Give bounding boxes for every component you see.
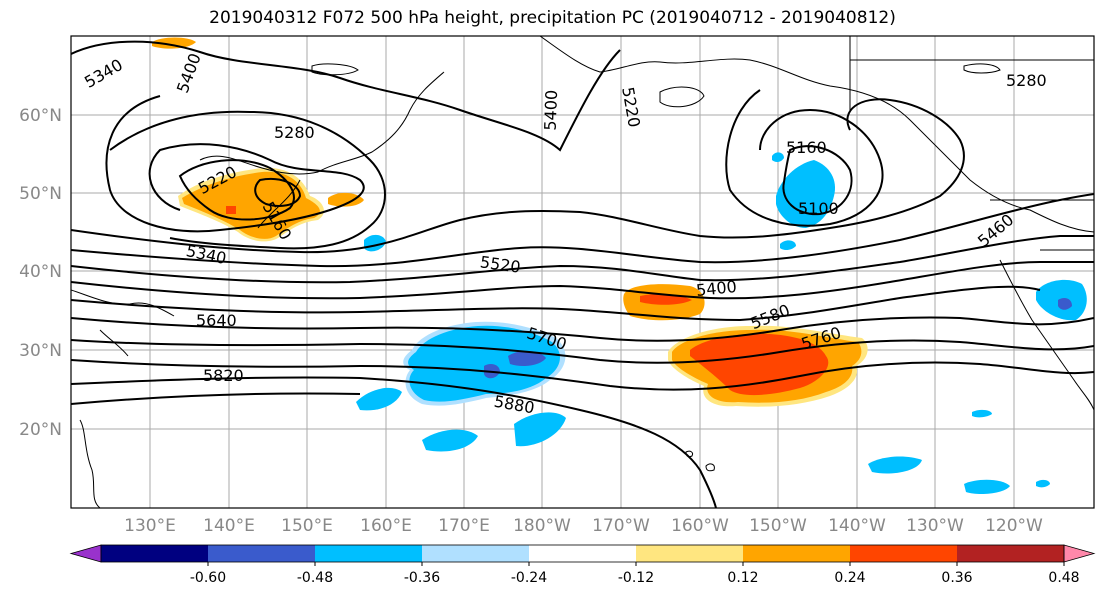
contour-label: 5640 [196,311,237,330]
lon-label: 130°W [906,516,964,536]
precip-negative-areas [356,152,1087,494]
lon-label: 150°W [749,516,807,536]
colorbar-bin [529,545,637,562]
longitude-labels: 130°E 140°E 150°E 160°E 170°E 180°W 170°… [124,516,1043,536]
graticule [71,36,1094,508]
lon-label: 170°E [438,516,490,536]
lat-label: 60°N [19,106,62,126]
lat-label: 40°N [19,262,62,282]
colorbar-bin [315,545,423,562]
colorbar-extend-low [69,544,102,563]
lon-label: 130°E [124,516,176,536]
colorbar-tick-label: 0.24 [834,570,865,586]
contour-label: 5280 [274,123,315,142]
colorbar-tick-label: -0.24 [511,570,547,586]
colorbar-bin [850,545,958,562]
lat-label: 20°N [19,420,62,440]
colorbar-tick-label: -0.48 [297,570,333,586]
contour-label: 5400 [695,277,737,300]
contour-label: 5160 [786,138,827,157]
lon-label: 160°E [360,516,412,536]
contour-label: 5280 [1006,71,1047,90]
lat-label: 30°N [19,341,62,361]
map-title: 2019040312 F072 500 hPa height, precipit… [209,8,896,28]
colorbar-bin [208,545,316,562]
colorbar-bin [101,545,209,562]
lat-label: 50°N [19,184,62,204]
colorbar-bin [422,545,530,562]
colorbar-tick-label: 0.48 [1048,570,1079,586]
colorbar-tick-label: 0.12 [727,570,758,586]
contour-label: 5820 [203,366,244,385]
lon-label: 180°W [513,516,571,536]
lon-label: 170°W [592,516,650,536]
lon-label: 140°E [203,516,255,536]
lon-label: 120°W [985,516,1043,536]
colorbar-bin [743,545,851,562]
colorbar-tick-label: 0.36 [941,570,972,586]
contour-label: 5400 [541,90,561,131]
map-frame [70,35,1095,509]
colorbar-tick-label: -0.12 [618,570,654,586]
colorbar-frame [100,544,1065,563]
colorbar-bin [636,545,744,562]
latitude-labels: 60°N 50°N 40°N 30°N 20°N [19,106,62,440]
contour-label: 5100 [798,199,839,218]
coastlines [71,36,1094,508]
colorbar-bin [957,545,1065,562]
height-contours [71,40,1094,508]
lon-label: 150°E [281,516,333,536]
lon-label: 160°W [671,516,729,536]
colorbar-tick-label: -0.36 [404,570,440,586]
colorbar-tick-label: -0.60 [190,570,226,586]
lon-label: 140°W [828,516,886,536]
colorbar: -0.60 -0.48 -0.36 -0.24 -0.12 0.12 0.24 0.36 0.4… [69,544,1096,586]
colorbar-extend-high [1063,544,1096,563]
